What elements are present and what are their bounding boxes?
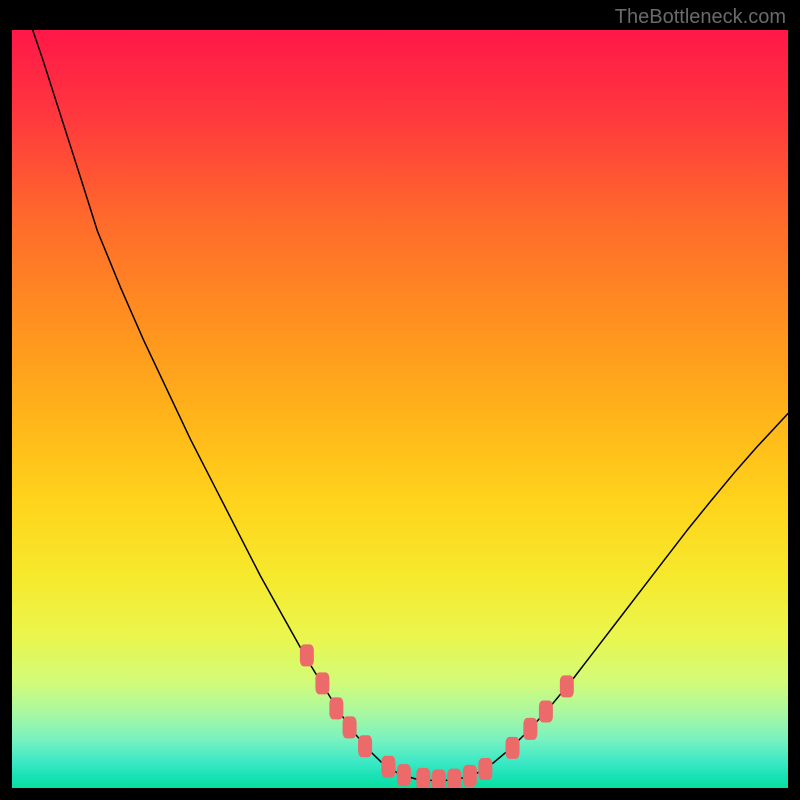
gradient-background bbox=[12, 30, 788, 788]
data-marker bbox=[447, 769, 461, 788]
data-marker bbox=[397, 764, 411, 786]
data-marker bbox=[463, 765, 477, 787]
data-marker bbox=[560, 675, 574, 697]
data-marker bbox=[343, 716, 357, 738]
data-marker bbox=[506, 737, 520, 759]
data-marker bbox=[329, 697, 343, 719]
page-root: TheBottleneck.com bbox=[0, 0, 800, 800]
data-marker bbox=[432, 769, 446, 788]
plot-area bbox=[12, 30, 788, 788]
data-marker bbox=[416, 768, 430, 788]
data-marker bbox=[358, 735, 372, 757]
plot-svg bbox=[12, 30, 788, 788]
data-marker bbox=[539, 700, 553, 722]
data-marker bbox=[478, 758, 492, 780]
data-marker bbox=[315, 672, 329, 694]
watermark-link[interactable]: TheBottleneck.com bbox=[615, 6, 786, 29]
data-marker bbox=[523, 718, 537, 740]
data-marker bbox=[300, 644, 314, 666]
chart-frame bbox=[12, 30, 788, 788]
data-marker bbox=[381, 756, 395, 778]
